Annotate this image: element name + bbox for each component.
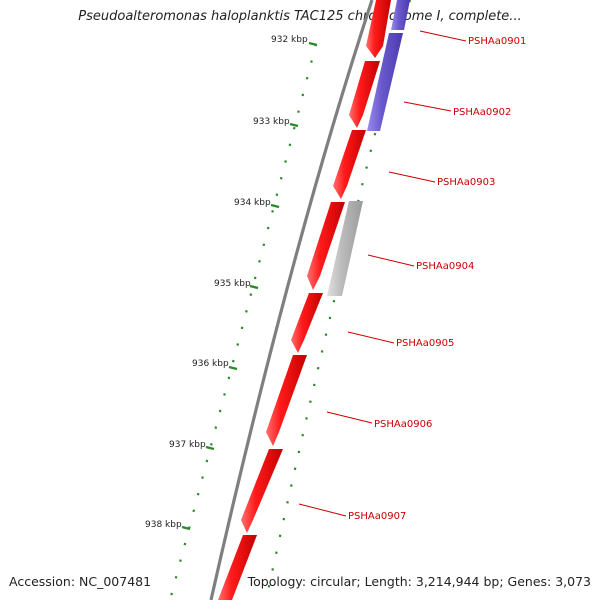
gene-labels: PSHAa0901 PSHAa0902 PSHAa0903 PSHAa0904 … xyxy=(348,36,526,522)
gene-label: PSHAa0902 xyxy=(453,107,511,118)
leader-line xyxy=(419,30,467,42)
gene-arrow xyxy=(307,202,345,290)
gene-arrow xyxy=(366,0,391,58)
chromosome-backbone xyxy=(209,0,374,600)
gene-label: PSHAa0901 xyxy=(468,36,526,47)
leader-line xyxy=(347,331,395,344)
leader-line xyxy=(388,171,436,183)
major-ticks xyxy=(181,41,318,531)
major-tick xyxy=(228,365,238,371)
tick-label: 935 kbp xyxy=(214,279,251,289)
leader-line xyxy=(403,101,452,112)
gene-label: PSHAa0907 xyxy=(348,511,406,522)
leader-line xyxy=(367,254,415,267)
gene-arrow-blue xyxy=(367,33,403,131)
label-leaders xyxy=(298,30,467,517)
accession-text: Accession: NC_007481 xyxy=(9,574,152,589)
gene-arrow xyxy=(241,449,283,533)
leader-line xyxy=(326,411,373,424)
gene-arrow xyxy=(266,355,307,446)
major-tick xyxy=(289,122,299,128)
gene-arrow xyxy=(349,61,380,128)
tick-labels: 932 kbp 933 kbp 934 kbp 935 kbp 936 kbp … xyxy=(145,35,308,530)
major-tick xyxy=(249,284,259,290)
gene-arrow-grey xyxy=(327,201,363,296)
tick-label: 938 kbp xyxy=(145,520,182,530)
major-tick xyxy=(308,41,318,47)
major-tick xyxy=(270,203,280,209)
tick-label: 933 kbp xyxy=(253,117,290,127)
topology-text: Topology: circular; Length: 3,214,944 bp… xyxy=(247,574,591,589)
major-tick xyxy=(181,525,191,531)
major-tick xyxy=(205,445,215,451)
gene-label: PSHAa0905 xyxy=(396,338,454,349)
leader-line xyxy=(298,503,347,517)
map-title: Pseudoalteromonas haloplanktis TAC125 ch… xyxy=(78,9,522,24)
gene-label: PSHAa0904 xyxy=(416,261,474,272)
gene-arrow xyxy=(218,535,257,600)
tick-track xyxy=(168,43,318,600)
gene-label: PSHAa0906 xyxy=(374,419,432,430)
tick-label: 932 kbp xyxy=(271,35,308,45)
gene-arrow xyxy=(291,293,323,353)
forward-genes xyxy=(218,0,391,600)
tick-label: 936 kbp xyxy=(192,359,229,369)
tick-label: 934 kbp xyxy=(234,198,271,208)
tick-label: 937 kbp xyxy=(169,440,206,450)
gene-arrow-blue xyxy=(391,0,410,30)
gene-arrow xyxy=(333,130,366,199)
gene-label: PSHAa0903 xyxy=(437,177,495,188)
